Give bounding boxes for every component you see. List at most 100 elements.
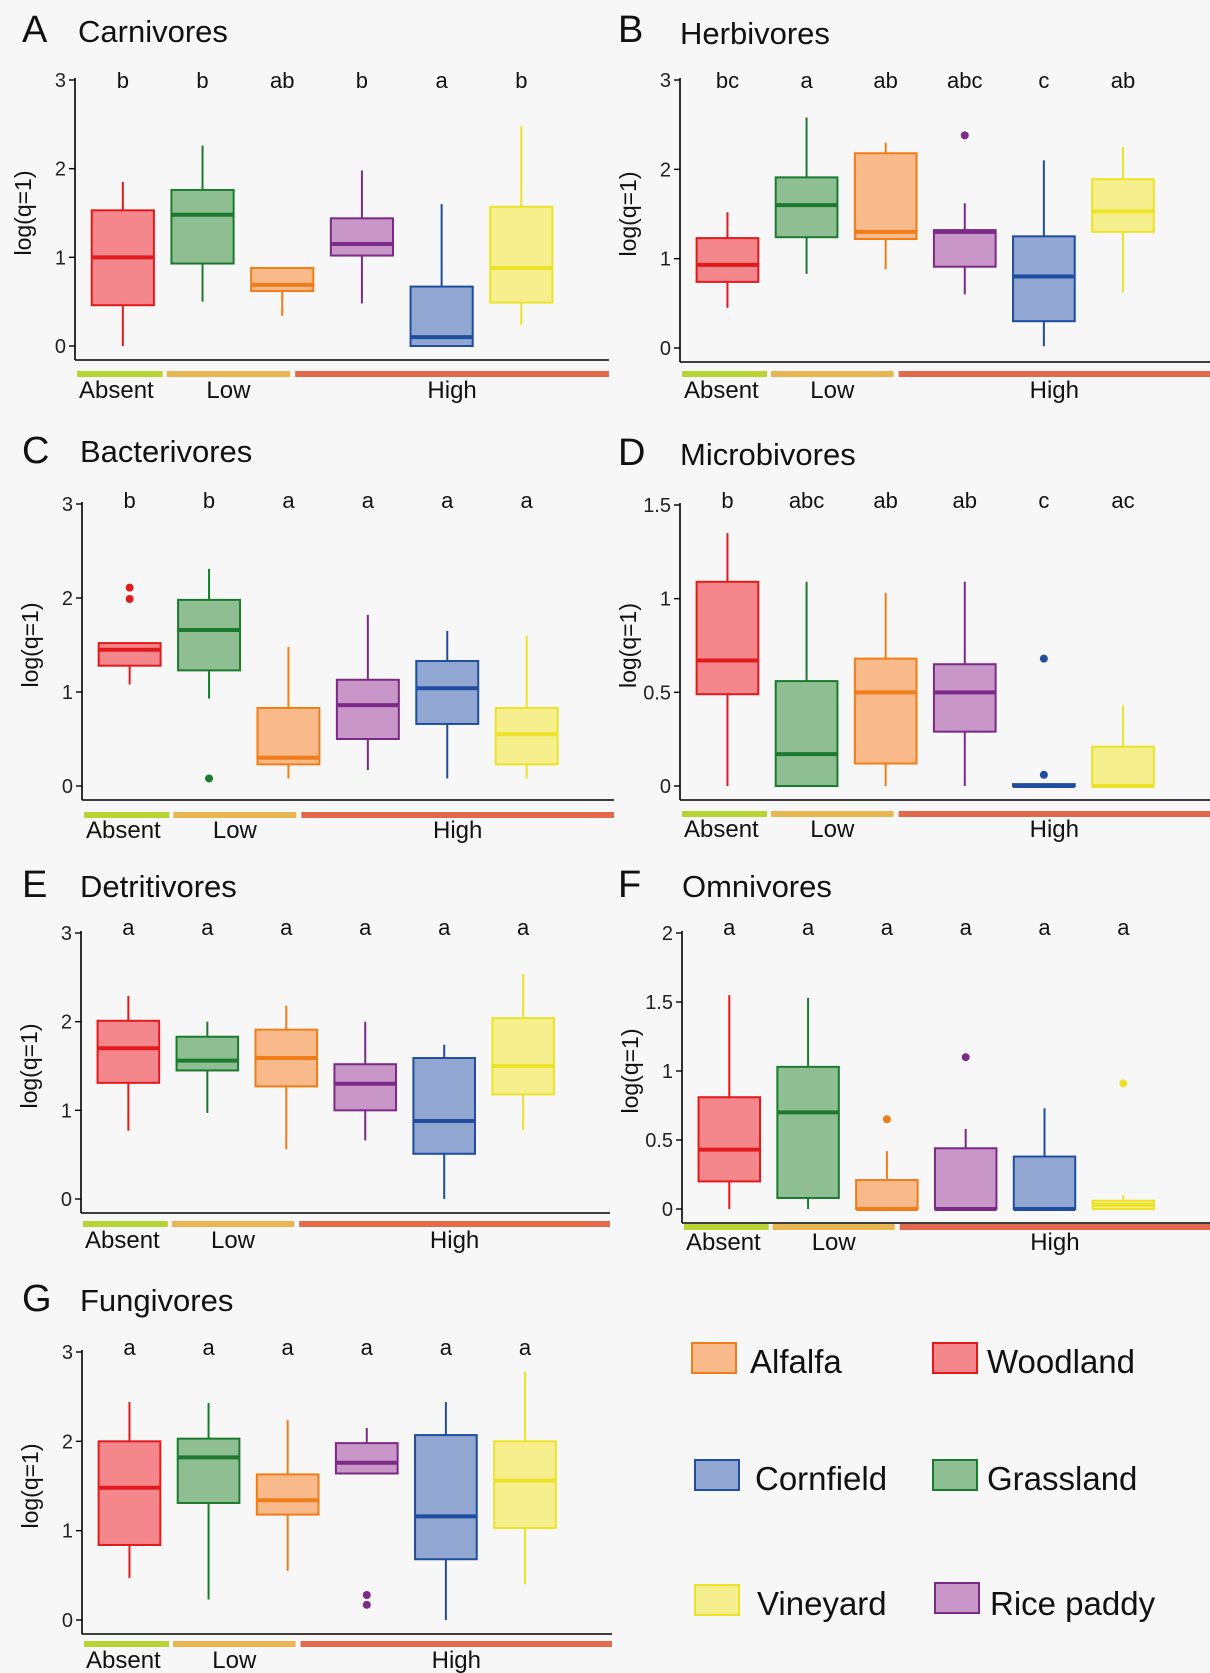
- box-iqr: [329, 217, 395, 257]
- box-grassland: [177, 568, 242, 783]
- box-iqr: [250, 266, 315, 293]
- group-label-high: High: [1030, 1229, 1079, 1256]
- box-iqr: [334, 1442, 399, 1475]
- box-cornfield: [1012, 654, 1076, 788]
- legend-label: Rice paddy: [990, 1585, 1156, 1622]
- box-iqr: [774, 680, 839, 787]
- group-label-high: High: [1030, 816, 1079, 843]
- significance-letter: b: [196, 68, 208, 93]
- panel-title: Herbivores: [680, 16, 830, 51]
- outlier-point: [125, 594, 134, 603]
- significance-letter: b: [117, 68, 129, 93]
- box-iqr: [97, 642, 162, 667]
- significance-letter: ac: [1111, 488, 1134, 513]
- significance-letter: b: [721, 488, 733, 513]
- box-alfalfa: [256, 646, 321, 779]
- box-iqr: [491, 1017, 555, 1096]
- legend-item-woodland: Woodland: [932, 1342, 1135, 1380]
- significance-letter: a: [362, 488, 375, 513]
- y-axis-title: log(q=1): [10, 170, 36, 255]
- y-tick-label: 0: [62, 776, 73, 798]
- y-tick-label: 1.5: [645, 992, 673, 1014]
- y-tick-label: 2: [660, 159, 671, 181]
- significance-letter: a: [1038, 915, 1051, 940]
- panel-e-detritivores: E Detritivores 0 1 2 3 log(q=1) a a a a a a Absent Low…: [16, 864, 610, 1254]
- group-label-low: Low: [812, 1229, 857, 1256]
- group-label-low: Low: [206, 377, 251, 404]
- box-cornfield: [415, 630, 480, 779]
- y-axis-title: log(q=1): [17, 1443, 43, 1528]
- group-label-low: Low: [212, 1647, 257, 1673]
- box-grassland: [170, 145, 235, 302]
- group-bar-low: [771, 371, 894, 377]
- box-rice-paddy: [329, 170, 395, 304]
- y-tick-label: 2: [62, 588, 73, 610]
- group-label-absent: Absent: [86, 1647, 161, 1673]
- y-tick-label: 2: [62, 1431, 73, 1453]
- box-iqr: [256, 706, 321, 766]
- box-vineyard: [493, 1371, 557, 1585]
- legend-swatch: [691, 1342, 737, 1374]
- significance-letter: a: [519, 1335, 532, 1360]
- y-tick-label: 2: [61, 1012, 72, 1034]
- legend-label: Cornfield: [755, 1460, 887, 1497]
- panel-letter: C: [22, 430, 49, 472]
- panel-c-bacterivores: C Bacterivores 0 1 2 3 log(q=1) b b a a a a Absent Low…: [17, 430, 614, 844]
- legend-swatch: [932, 1342, 978, 1374]
- outlier-point: [882, 1115, 891, 1124]
- box-grassland: [176, 1402, 241, 1600]
- group-bar-low: [173, 1641, 296, 1647]
- panel-title: Fungivores: [80, 1283, 233, 1318]
- box-cornfield: [414, 1402, 478, 1620]
- box-grassland: [175, 1021, 240, 1113]
- box-grassland: [774, 581, 839, 787]
- outlier-point: [961, 1053, 970, 1062]
- y-tick-label: 1: [660, 589, 671, 611]
- box-alfalfa: [855, 1115, 919, 1211]
- group-bar-high: [898, 811, 1210, 817]
- box-cornfield: [412, 1044, 476, 1199]
- legend-item-alfalfa: Alfalfa: [691, 1342, 842, 1380]
- box-iqr: [853, 657, 918, 765]
- legend-item-vineyard: Vineyard: [694, 1584, 887, 1622]
- significance-letter: a: [359, 915, 372, 940]
- panel-title: Microbivores: [680, 437, 856, 472]
- box-rice-paddy: [932, 581, 997, 786]
- significance-letter: a: [521, 488, 534, 513]
- significance-letter: ab: [873, 488, 897, 513]
- group-bar-low: [166, 371, 291, 377]
- y-tick-label: 3: [55, 70, 66, 92]
- box-iqr: [1012, 1155, 1077, 1211]
- y-axis-title: log(q=1): [615, 603, 641, 688]
- y-tick-label: 0: [62, 1610, 73, 1632]
- significance-letter: abc: [789, 488, 824, 513]
- outlier-point: [960, 131, 969, 140]
- box-rice-paddy: [932, 131, 997, 295]
- group-bar-absent: [84, 1641, 170, 1647]
- box-iqr: [1091, 745, 1155, 787]
- group-label-high: High: [1030, 377, 1079, 404]
- legend-label: Vineyard: [757, 1585, 887, 1622]
- box-woodland: [695, 533, 760, 786]
- group-bar-absent: [684, 1224, 769, 1230]
- group-label-high: High: [432, 1647, 481, 1673]
- box-iqr: [176, 1437, 241, 1504]
- box-iqr: [415, 659, 480, 725]
- box-rice-paddy: [933, 1053, 998, 1211]
- significance-letter: a: [438, 915, 451, 940]
- group-bar-low: [771, 811, 894, 817]
- box-vineyard: [494, 635, 559, 779]
- group-label-absent: Absent: [85, 1227, 160, 1254]
- panel-letter: A: [22, 9, 48, 51]
- significance-letter: a: [802, 915, 815, 940]
- box-iqr: [333, 1063, 398, 1112]
- group-bar-low: [772, 1224, 895, 1230]
- box-iqr: [933, 1147, 998, 1211]
- y-tick-label: 1: [62, 682, 73, 704]
- box-iqr: [255, 1473, 320, 1516]
- group-label-absent: Absent: [686, 1229, 761, 1256]
- group-bar-high: [301, 812, 614, 818]
- legend-label: Alfalfa: [750, 1343, 842, 1380]
